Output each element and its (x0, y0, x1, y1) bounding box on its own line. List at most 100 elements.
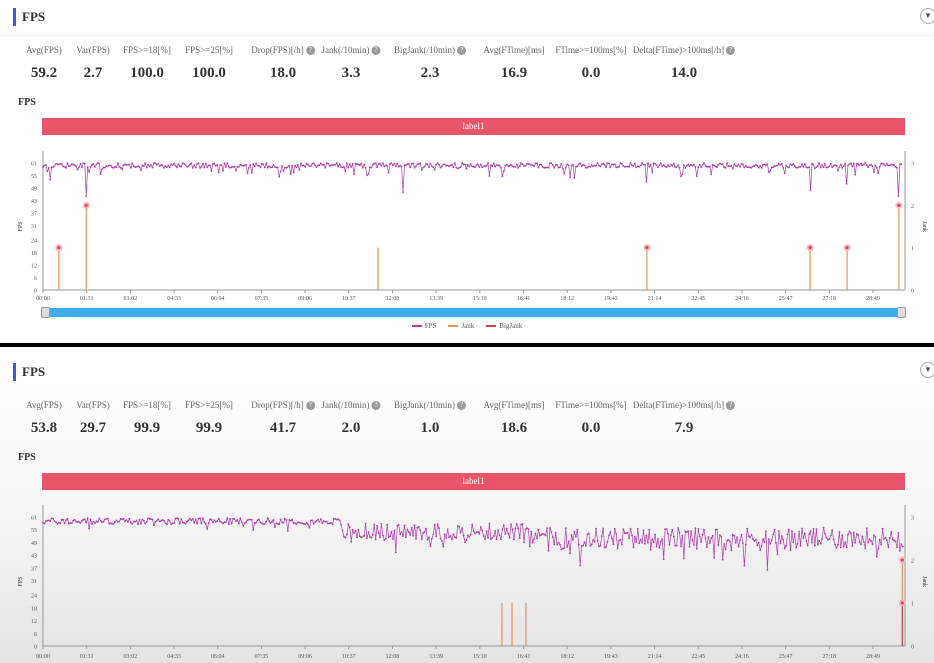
fps-point (117, 162, 119, 165)
stat-label: Jank(/10min)? (322, 400, 381, 414)
fps-point (667, 532, 669, 535)
fps-point (448, 165, 450, 168)
stat-value: 16.9 (500, 65, 528, 81)
slider-handle-left[interactable] (41, 307, 50, 318)
help-icon[interactable]: ? (457, 401, 466, 411)
fps-point (888, 537, 891, 539)
stat-drop-fps-h-: Drop(FPS)[/h]? 18.0 (251, 45, 315, 82)
fps-point (327, 522, 329, 525)
fps-point (379, 162, 381, 165)
label-bar[interactable]: label1 (42, 118, 905, 135)
fps-point (851, 545, 854, 547)
y-axis-title: FPS (18, 576, 24, 586)
fps-point (515, 163, 518, 166)
fps-point (731, 533, 734, 536)
fps-point (167, 518, 170, 521)
fps-point (887, 164, 890, 167)
fps-point (609, 166, 612, 169)
fps-point (446, 164, 449, 167)
help-icon[interactable]: ? (457, 46, 466, 56)
fps-point (672, 162, 675, 165)
stat-label-text: Jank(/10min) (321, 45, 370, 55)
fps-point (492, 162, 495, 165)
legend-item-fps[interactable]: FPS (411, 322, 436, 330)
fps-point (91, 523, 93, 525)
fps-point (416, 526, 419, 529)
fps-point (202, 517, 204, 520)
fps-point (371, 164, 374, 166)
fps-point (744, 164, 747, 167)
label-bar[interactable]: label1 (42, 473, 905, 490)
help-icon[interactable]: ? (305, 46, 315, 56)
fps-point (635, 541, 638, 543)
legend-item-bigjank[interactable]: BigJank (486, 322, 522, 330)
fps-point (495, 164, 498, 167)
fps-point (180, 165, 183, 168)
fps-point (81, 166, 83, 169)
fps-point (406, 528, 409, 531)
fps-point (838, 166, 841, 169)
fps-point (837, 543, 839, 546)
collapse-chevron-button[interactable]: ▼ (920, 8, 934, 24)
fps-point (279, 170, 282, 173)
fps-point (619, 162, 622, 165)
fps-point (495, 538, 498, 541)
fps-point (454, 536, 456, 539)
fps-point (268, 519, 270, 522)
slider-handle-right[interactable] (897, 307, 906, 318)
help-icon[interactable]: ? (726, 46, 736, 56)
fps-point (893, 164, 895, 167)
fps-point (232, 517, 235, 520)
fps-point (73, 518, 76, 521)
jank-marker[interactable] (897, 203, 901, 207)
fps-point (645, 180, 648, 183)
fps-point (141, 518, 144, 521)
stat-value: 0.0 (581, 65, 601, 81)
jank-marker[interactable] (808, 246, 812, 250)
fps-point (681, 173, 684, 176)
collapse-chevron-button[interactable]: ▼ (920, 362, 934, 378)
jank-marker[interactable] (57, 246, 61, 250)
jank-marker[interactable] (845, 246, 849, 250)
fps-point (410, 162, 413, 165)
fps-point (587, 532, 590, 535)
fps-point (782, 166, 785, 169)
fps-point (886, 539, 888, 542)
stat-fps-18-: FPS>=18[%] 100.0 (123, 45, 171, 82)
y2-tick-label: 0 (911, 645, 914, 651)
time-range-slider[interactable] (41, 307, 906, 318)
fps-point (93, 166, 96, 168)
fps-point (511, 528, 514, 531)
fps-point (776, 164, 779, 167)
fps-point (769, 169, 772, 172)
fps-point (45, 164, 47, 166)
jank-marker[interactable] (645, 246, 649, 250)
fps-point (776, 553, 779, 556)
fps-point (730, 549, 733, 552)
fps-point (475, 164, 478, 167)
y2-tick-label: 3 (911, 516, 914, 522)
jank-marker[interactable] (900, 558, 904, 562)
fps-point (284, 517, 286, 520)
fps-point (877, 172, 880, 175)
legend-item-jank[interactable]: Jank (448, 322, 474, 330)
help-icon[interactable]: ? (371, 46, 381, 56)
fps-point (157, 518, 160, 520)
x-tick-label: 19:43 (604, 296, 618, 302)
fps-point (564, 166, 567, 169)
fps-point (770, 539, 773, 541)
x-tick-label: 27:18 (822, 296, 836, 302)
jank-marker[interactable] (84, 203, 88, 207)
help-icon[interactable]: ? (726, 401, 736, 411)
bigjank-marker[interactable] (900, 601, 904, 605)
fps-point (196, 522, 199, 525)
help-icon[interactable]: ? (371, 401, 381, 411)
stat-label-text: BigJank(/10min) (394, 45, 455, 55)
help-icon[interactable]: ? (305, 401, 315, 411)
fps-point (642, 529, 645, 532)
fps-point (138, 518, 141, 521)
fps-point (226, 517, 229, 519)
fps-point (441, 165, 443, 168)
stat-label: Avg(FTime)[ms] (483, 45, 544, 59)
fps-point (642, 163, 645, 166)
